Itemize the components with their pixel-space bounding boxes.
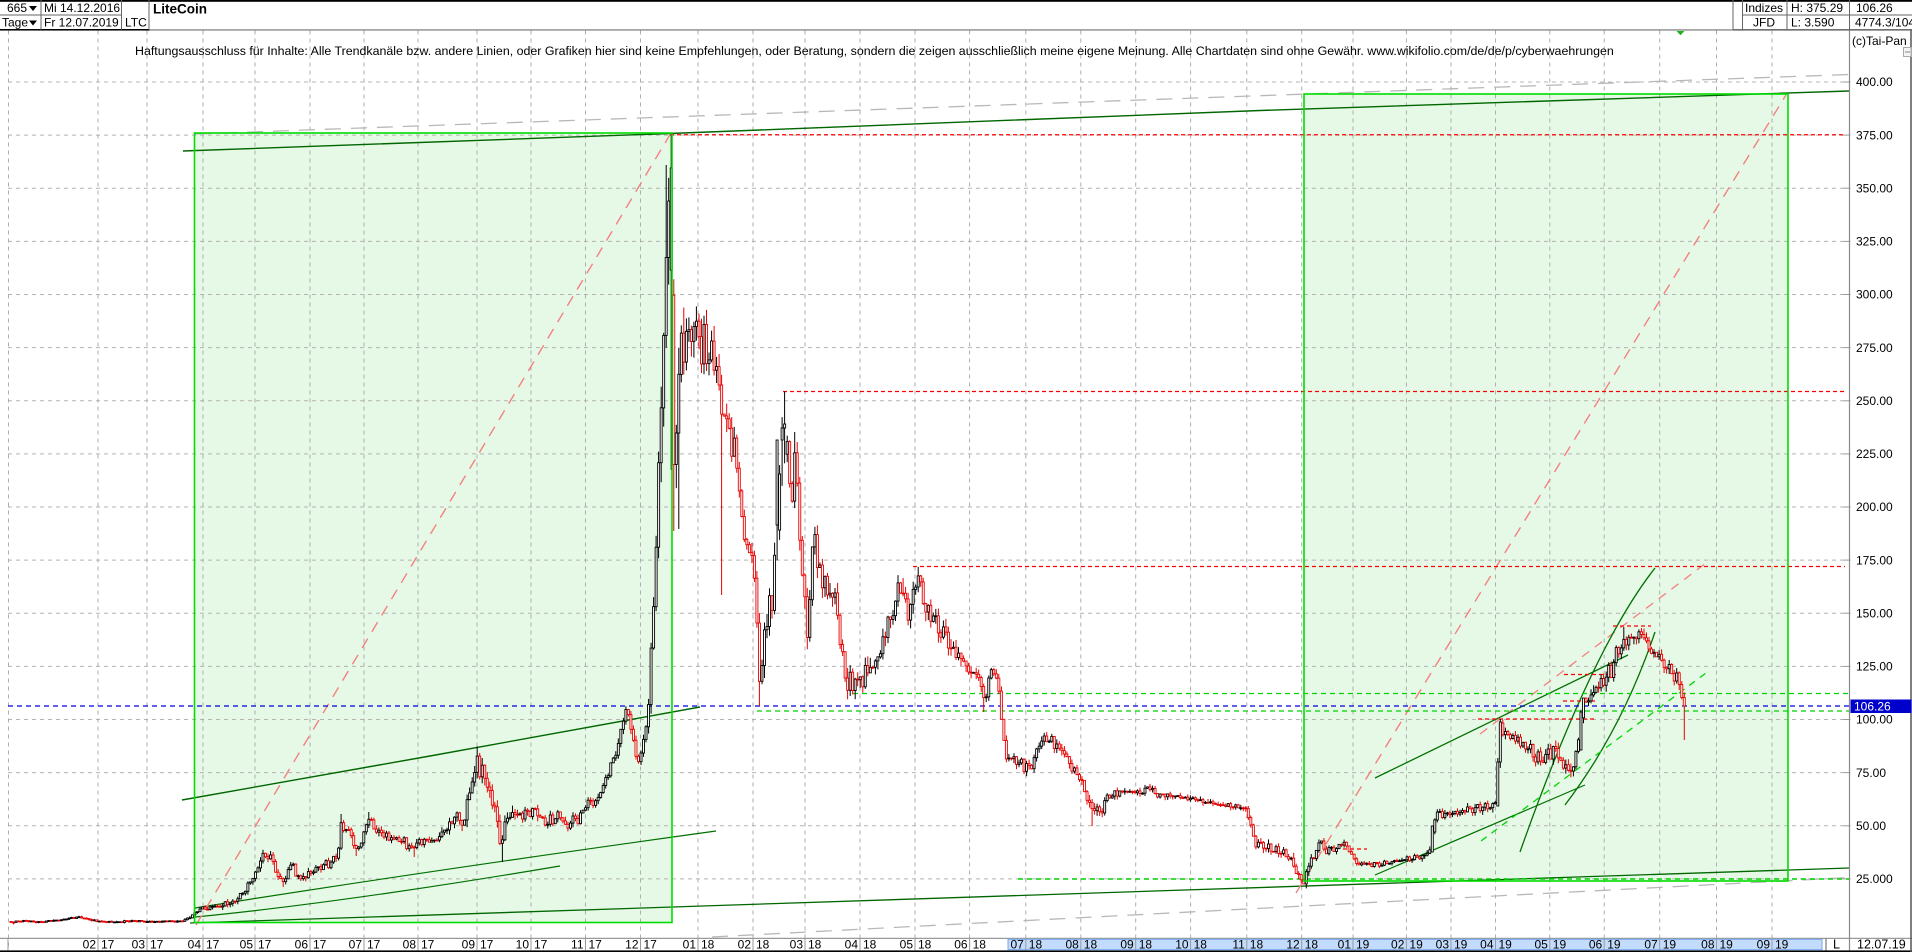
svg-text:04: 04 [188, 937, 202, 951]
svg-text:350.00: 350.00 [1856, 181, 1893, 195]
svg-text:05: 05 [1534, 937, 1548, 951]
svg-text:300.00: 300.00 [1856, 288, 1893, 302]
svg-text:JFD: JFD [1753, 16, 1775, 30]
svg-text:125.00: 125.00 [1856, 660, 1893, 674]
svg-text:18: 18 [1029, 937, 1043, 951]
svg-text:150.00: 150.00 [1856, 607, 1893, 621]
svg-text:06: 06 [954, 937, 968, 951]
svg-text:Mi 14.12.2016: Mi 14.12.2016 [44, 1, 120, 15]
svg-text:665: 665 [7, 1, 27, 15]
svg-text:Fr 12.07.2019: Fr 12.07.2019 [44, 16, 119, 30]
svg-text:4774.3/104: 4774.3/104 [1855, 16, 1912, 30]
svg-text:10: 10 [516, 937, 530, 951]
svg-text:07: 07 [1644, 937, 1658, 951]
svg-text:02: 02 [83, 937, 97, 951]
svg-text:19: 19 [1663, 937, 1677, 951]
svg-text:11: 11 [571, 937, 584, 951]
svg-text:07: 07 [349, 937, 363, 951]
svg-text:06: 06 [1589, 937, 1603, 951]
svg-text:Indizes: Indizes [1745, 1, 1783, 15]
svg-text:09: 09 [1120, 937, 1134, 951]
svg-text:17: 17 [421, 937, 435, 951]
svg-text:03: 03 [790, 937, 804, 951]
svg-text:375.00: 375.00 [1856, 128, 1893, 142]
svg-text:275.00: 275.00 [1856, 341, 1893, 355]
svg-text:19: 19 [1607, 937, 1621, 951]
svg-text:19: 19 [1553, 937, 1567, 951]
svg-text:07: 07 [1010, 937, 1024, 951]
svg-text:50.00: 50.00 [1856, 819, 1886, 833]
svg-text:17: 17 [313, 937, 327, 951]
svg-text:18: 18 [1084, 937, 1098, 951]
svg-text:17: 17 [534, 937, 548, 951]
svg-text:09: 09 [1757, 937, 1771, 951]
svg-text:18: 18 [808, 937, 822, 951]
svg-text:400.00: 400.00 [1856, 75, 1893, 89]
svg-text:12: 12 [1286, 937, 1300, 951]
svg-text:05: 05 [900, 937, 914, 951]
svg-text:18: 18 [973, 937, 987, 951]
svg-text:19: 19 [1499, 937, 1513, 951]
svg-text:03: 03 [132, 937, 146, 951]
svg-text:106.26: 106.26 [1854, 700, 1891, 714]
svg-text:250.00: 250.00 [1856, 394, 1893, 408]
svg-text:19: 19 [1409, 937, 1423, 951]
svg-text:03: 03 [1436, 937, 1450, 951]
svg-text:18: 18 [1250, 937, 1264, 951]
svg-text:H: 375.29: H: 375.29 [1791, 1, 1843, 15]
svg-text:19: 19 [1454, 937, 1468, 951]
svg-text:Tage: Tage [2, 16, 28, 30]
svg-text:100.00: 100.00 [1856, 713, 1893, 727]
svg-text:04: 04 [845, 937, 859, 951]
svg-text:18: 18 [1305, 937, 1319, 951]
svg-text:08: 08 [1065, 937, 1079, 951]
svg-text:17: 17 [101, 937, 115, 951]
svg-text:05: 05 [240, 937, 254, 951]
svg-text:18: 18 [701, 937, 715, 951]
svg-text:(c)Tai-Pan: (c)Tai-Pan [1852, 34, 1907, 48]
svg-text:01: 01 [683, 937, 697, 951]
svg-text:175.00: 175.00 [1856, 553, 1893, 567]
svg-text:17: 17 [150, 937, 164, 951]
svg-text:325.00: 325.00 [1856, 235, 1893, 249]
svg-text:09: 09 [462, 937, 476, 951]
svg-text:11: 11 [1232, 937, 1245, 951]
svg-text:06: 06 [295, 937, 309, 951]
svg-text:18: 18 [1194, 937, 1208, 951]
svg-text:LTC: LTC [125, 16, 147, 30]
svg-text:17: 17 [258, 937, 272, 951]
svg-text:12.07.19: 12.07.19 [1857, 938, 1906, 952]
svg-text:17: 17 [644, 937, 658, 951]
svg-text:L: 3.590: L: 3.590 [1791, 16, 1835, 30]
svg-text:18: 18 [1139, 937, 1153, 951]
svg-text:225.00: 225.00 [1856, 447, 1893, 461]
svg-text:Haftungsausschluss für Inhalte: Haftungsausschluss für Inhalte: Alle Tre… [135, 44, 1614, 58]
svg-text:19: 19 [1356, 937, 1370, 951]
svg-text:LiteCoin: LiteCoin [153, 2, 207, 17]
svg-text:18: 18 [918, 937, 932, 951]
svg-text:106.26: 106.26 [1856, 1, 1893, 15]
svg-text:L: L [1833, 938, 1840, 952]
svg-text:08: 08 [1701, 937, 1715, 951]
svg-text:12: 12 [625, 937, 639, 951]
svg-text:02: 02 [738, 937, 752, 951]
svg-text:17: 17 [589, 937, 603, 951]
svg-text:01: 01 [1338, 937, 1352, 951]
svg-text:04: 04 [1480, 937, 1494, 951]
svg-text:08: 08 [403, 937, 417, 951]
svg-text:10: 10 [1175, 937, 1189, 951]
svg-text:19: 19 [1775, 937, 1789, 951]
svg-text:17: 17 [367, 937, 381, 951]
svg-text:02: 02 [1391, 937, 1405, 951]
svg-text:75.00: 75.00 [1856, 766, 1886, 780]
svg-text:18: 18 [756, 937, 770, 951]
svg-text:17: 17 [206, 937, 220, 951]
svg-text:200.00: 200.00 [1856, 500, 1893, 514]
svg-text:18: 18 [863, 937, 877, 951]
svg-text:25.000: 25.000 [1856, 872, 1893, 886]
svg-text:19: 19 [1720, 937, 1734, 951]
svg-text:17: 17 [480, 937, 494, 951]
